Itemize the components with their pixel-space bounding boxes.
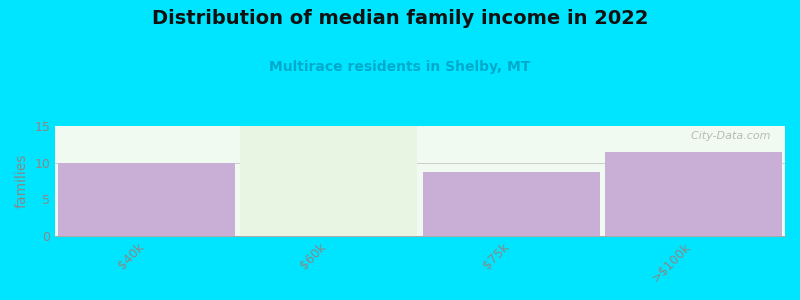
- Text: Multirace residents in Shelby, MT: Multirace residents in Shelby, MT: [270, 60, 530, 74]
- Bar: [423, 172, 600, 236]
- Bar: [58, 163, 235, 236]
- Bar: [241, 126, 418, 236]
- Text: City-Data.com: City-Data.com: [684, 131, 770, 142]
- Text: Distribution of median family income in 2022: Distribution of median family income in …: [152, 9, 648, 28]
- Bar: [606, 152, 782, 236]
- Y-axis label: families: families: [15, 154, 29, 208]
